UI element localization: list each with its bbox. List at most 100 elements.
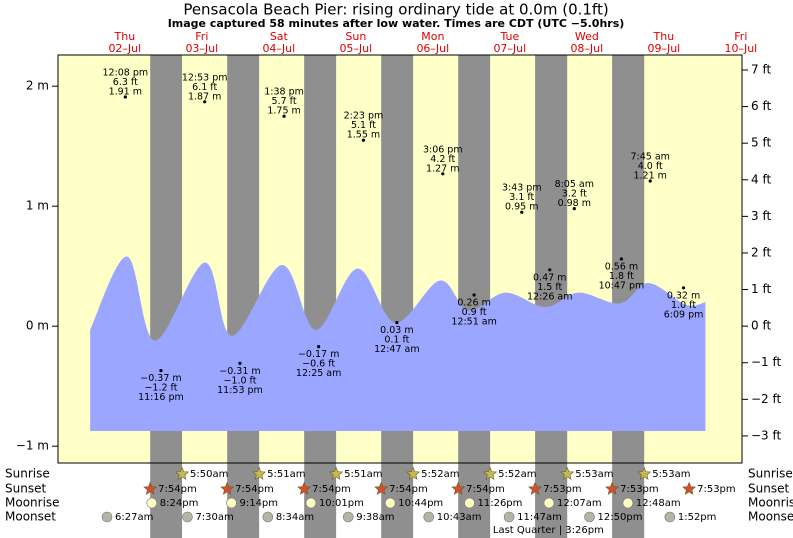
sunset-icon [220,481,235,495]
sunrise-icon [483,466,498,480]
row-label: Sunrise [748,467,793,481]
tide-annotation: 5.7 ft [272,96,297,107]
high-tide-dot [520,210,524,214]
sunrise-icon [637,466,652,480]
row-label: Moonrise [5,496,60,510]
low-tide-dot [238,361,242,365]
tide-annotation: 1.75 m [267,106,300,117]
row-label: Sunset [5,482,46,496]
row-label: Moonrise [748,496,793,510]
high-tide-dot [572,207,576,211]
sunset-icon [143,481,158,495]
moonrise-time: 11:26pm [477,498,522,509]
sunrise-time: 5:53am [575,469,613,480]
sunset-time: 7:53pm [543,484,582,495]
sunrise-icon [560,466,575,480]
high-tide-dot [203,100,207,104]
tide-annotation: 1.5 ft [537,282,562,293]
tide-annotation: 6.1 ft [192,82,217,93]
date-label: 03–Jul [185,42,218,55]
row-label: Moonset [5,510,56,524]
night-band [304,55,337,538]
tide-annotation: 12:51 am [451,317,496,328]
row-label: Moonset [748,510,793,524]
low-tide-dot [395,321,399,325]
low-tide-dot [472,293,476,297]
y-tick-label: −1 m [16,439,49,453]
tide-annotation: 3.1 ft [509,192,534,203]
tide-annotation: 0.9 ft [462,307,487,318]
tide-annotation: 1.0 ft [671,300,696,311]
moonset-icon [503,511,515,523]
moonrise-icon [226,497,237,509]
moonset-icon [423,511,435,523]
moonrise-icon [464,497,475,509]
sunrise-icon [175,466,189,480]
tide-annotation: 0.47 m [533,272,566,283]
y2-tick-label: 3 ft [751,209,771,223]
tide-annotation: 0.1 ft [384,335,409,346]
moonrise-icon [622,497,634,509]
y-tick-label: 0 m [26,319,49,333]
moonrise-time: 12:48am [636,498,681,509]
tide-annotation: 4.2 ft [430,154,455,165]
high-tide-dot [361,138,366,142]
tide-annotation: 11:53 pm [217,385,263,396]
chart-title: Pensacola Beach Pier: rising ordinary ti… [183,1,608,19]
sunset-icon [682,481,697,495]
tide-annotation: 1.21 m [633,171,666,182]
moonset-icon [262,511,274,523]
moonset-time: 8:34am [276,512,314,523]
sunset-icon [528,481,543,495]
tide-annotation: −0.6 ft [302,359,335,370]
y-tick-label: 2 m [26,79,49,93]
y-tick-label: 1 m [26,199,49,213]
tide-annotation: 6.3 ft [113,77,138,88]
row-label: Sunrise [5,467,50,481]
date-label: 04–Jul [262,42,295,55]
high-tide-dot [648,179,652,183]
tide-annotation: 0.03 m [380,325,413,336]
low-tide-dot [681,286,686,290]
tide-annotation: −1.0 ft [223,375,256,386]
tide-annotation: 11:16 pm [138,392,184,403]
day-label: Thu [114,30,136,43]
moonset-icon [182,511,193,523]
moonset-icon [664,511,676,523]
moonrise-icon [543,497,555,509]
sunset-time: 7:54pm [466,484,505,495]
day-label: Fri [195,30,208,43]
y2-tick-label: 5 ft [751,136,771,150]
moon-phase: Last Quarter | 3:26pm [493,525,604,536]
tide-annotation: 1.55 m [347,130,380,141]
row-label: Sunset [748,482,789,496]
moonset-time: 10:43am [437,512,482,523]
sunrise-time: 5:52am [498,469,536,480]
moonrise-icon [305,497,317,509]
y2-tick-label: −2 ft [751,392,782,406]
chart-subtitle: Image captured 58 minutes after low wate… [168,17,625,30]
y2-tick-label: 0 ft [751,319,771,333]
tide-annotation: 12:25 am [296,368,341,379]
high-tide-dot [282,114,286,118]
day-label: Wed [575,30,599,43]
day-label: Fri [734,30,747,43]
moonset-time: 9:38am [356,512,394,523]
sunset-time: 7:54pm [158,484,197,495]
y2-tick-label: 4 ft [751,172,771,186]
date-label: 08–Jul [570,42,603,55]
sunset-icon [374,481,389,495]
date-label: 02–Jul [108,42,141,55]
tide-annotation: 12:53 pm [182,72,228,83]
sunrise-time: 5:53am [652,469,690,480]
y2-tick-label: 7 ft [751,63,771,77]
tide-annotation: −1.2 ft [144,383,177,394]
sunrise-time: 5:51am [267,469,305,480]
tide-annotation: 0.26 m [457,298,490,309]
moonrise-time: 12:07am [557,498,602,509]
sunrise-icon [406,466,421,480]
tide-annotation: 1.27 m [426,163,459,174]
moonset-icon [584,511,595,523]
sunset-time: 7:54pm [235,484,274,495]
